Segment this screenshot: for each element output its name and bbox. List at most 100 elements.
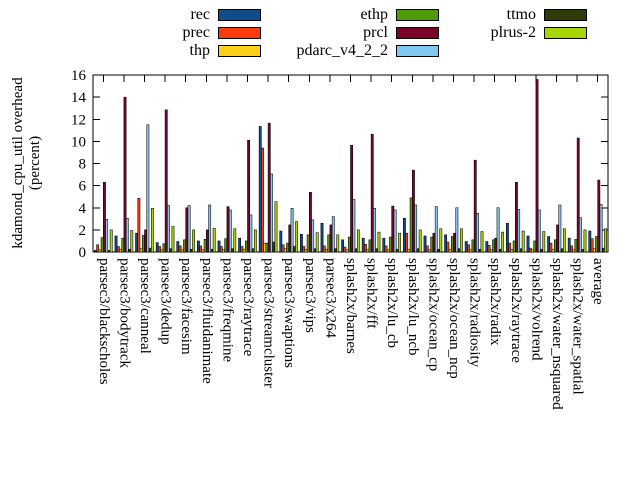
legend-label-rec: rec (190, 6, 210, 23)
x-category-label: splash2x/fft (364, 258, 380, 329)
legend-label-ttmo: ttmo (506, 6, 536, 23)
bar-prec (343, 246, 347, 253)
bar-ttmo (354, 248, 358, 253)
bar-rec (197, 240, 200, 253)
bar-pdarc_v4_2_2 (599, 204, 603, 253)
bar-ttmo (519, 248, 523, 253)
bar-ethp (224, 238, 228, 253)
legend-swatch-prcl (396, 27, 439, 39)
bar-plrus-2 (130, 230, 134, 253)
x-category-label: parsec3/canneal (137, 258, 153, 354)
bar-ethp (389, 236, 392, 253)
bar-rec (94, 250, 97, 253)
bar-pdarc_v4_2_2 (290, 208, 294, 253)
bar-plrus-2 (418, 229, 422, 253)
bar-rec (547, 236, 551, 253)
bar-thp (180, 249, 184, 253)
x-category-label: parsec3/blackscholes (96, 258, 112, 385)
bar-plrus-2 (171, 226, 175, 253)
bar-pdarc_v4_2_2 (517, 209, 521, 253)
bar-plrus-2 (583, 229, 587, 253)
x-category-label: parsec3/vips (302, 258, 318, 333)
bar-pdarc_v4_2_2 (228, 209, 232, 253)
bar-prec (467, 244, 470, 253)
bar-ethp (141, 235, 145, 253)
bar-ethp (265, 242, 269, 253)
bar-ethp (183, 239, 186, 253)
bar-rec (444, 234, 448, 253)
bar-pdarc_v4_2_2 (373, 208, 376, 253)
bar-prcl (288, 224, 292, 253)
bar-ttmo (416, 248, 420, 253)
bar-rec (361, 237, 365, 253)
bar-ttmo (231, 248, 234, 253)
bar-plrus-2 (253, 229, 257, 253)
bar-ttmo (148, 247, 152, 253)
bar-plrus-2 (295, 221, 298, 253)
bar-prcl (329, 224, 333, 253)
x-category-label: splash2x/raytrace (508, 258, 524, 363)
x-category-label: parsec3/streamcluster (261, 258, 277, 388)
bar-thp (592, 248, 596, 253)
bar-prec (116, 246, 120, 253)
y-tick-label: 4 (79, 201, 87, 217)
bar-ethp (409, 197, 413, 253)
bar-plrus-2 (542, 231, 546, 253)
bar-prcl (494, 237, 498, 253)
bar-ttmo (437, 248, 440, 253)
bar-rec (217, 240, 221, 253)
bar-prcl (370, 133, 374, 253)
bar-pdarc_v4_2_2 (414, 204, 418, 253)
x-category-label: splash2x/ocean_ncp (446, 258, 462, 379)
bar-rec (135, 232, 139, 253)
y-tick-label: 2 (79, 223, 87, 239)
bar-thp (510, 248, 514, 253)
legend-swatch-pdarc_v4_2_2 (396, 45, 439, 57)
y-axis-label-line: (percent) (27, 136, 43, 190)
bar-ethp (471, 239, 475, 253)
bar-prcl (206, 229, 209, 253)
bar-pdarc_v4_2_2 (125, 217, 129, 253)
bar-prec (384, 245, 388, 253)
x-category-label: splash2x/radix (487, 258, 503, 346)
bar-pdarc_v4_2_2 (105, 219, 109, 253)
bar-thp (531, 249, 534, 253)
bar-ethp (327, 234, 331, 253)
bar-ethp (553, 239, 557, 253)
bar-prcl (164, 109, 168, 253)
bar-pdarc_v4_2_2 (434, 206, 438, 253)
bar-pdarc_v4_2_2 (187, 205, 191, 253)
bar-plrus-2 (439, 228, 443, 253)
bar-ethp (203, 239, 207, 253)
bar-prec (261, 147, 264, 253)
bar-pdarc_v4_2_2 (558, 204, 562, 253)
x-category-label: splash2x/radiosity (467, 258, 483, 368)
bar-ttmo (313, 248, 317, 253)
bar-prcl (185, 207, 189, 253)
bar-thp (263, 242, 267, 253)
bar-plrus-2 (459, 228, 463, 253)
bar-plrus-2 (480, 231, 484, 253)
bar-pdarc_v4_2_2 (270, 173, 273, 253)
bar-ethp (430, 236, 434, 253)
bar-pdarc_v4_2_2 (579, 217, 582, 253)
bar-prcl (412, 169, 415, 253)
legend-label-ethp: ethp (360, 6, 388, 23)
bar-prcl (226, 206, 230, 253)
y-tick-label: 0 (79, 245, 87, 261)
y-tick-label: 6 (79, 179, 87, 195)
bar-plrus-2 (150, 208, 154, 253)
y-tick-label: 16 (71, 68, 87, 84)
bar-plrus-2 (521, 230, 525, 253)
legend-label-pdarc_v4_2_2: pdarc_v4_2_2 (296, 42, 388, 59)
bar-ttmo (457, 248, 461, 253)
x-category-label: splash2x/water_spatial (570, 258, 586, 395)
bar-ttmo (478, 248, 482, 253)
legend-column: rec prec thp (68, 6, 261, 60)
bar-ethp (574, 239, 578, 253)
bar-prec (570, 245, 573, 253)
y-tick-label: 12 (71, 112, 86, 128)
x-category-label: splash2x/ocean_cp (425, 258, 441, 371)
x-category-label: parsec3/x264 (322, 258, 338, 338)
bar-pdarc_v4_2_2 (331, 216, 335, 253)
